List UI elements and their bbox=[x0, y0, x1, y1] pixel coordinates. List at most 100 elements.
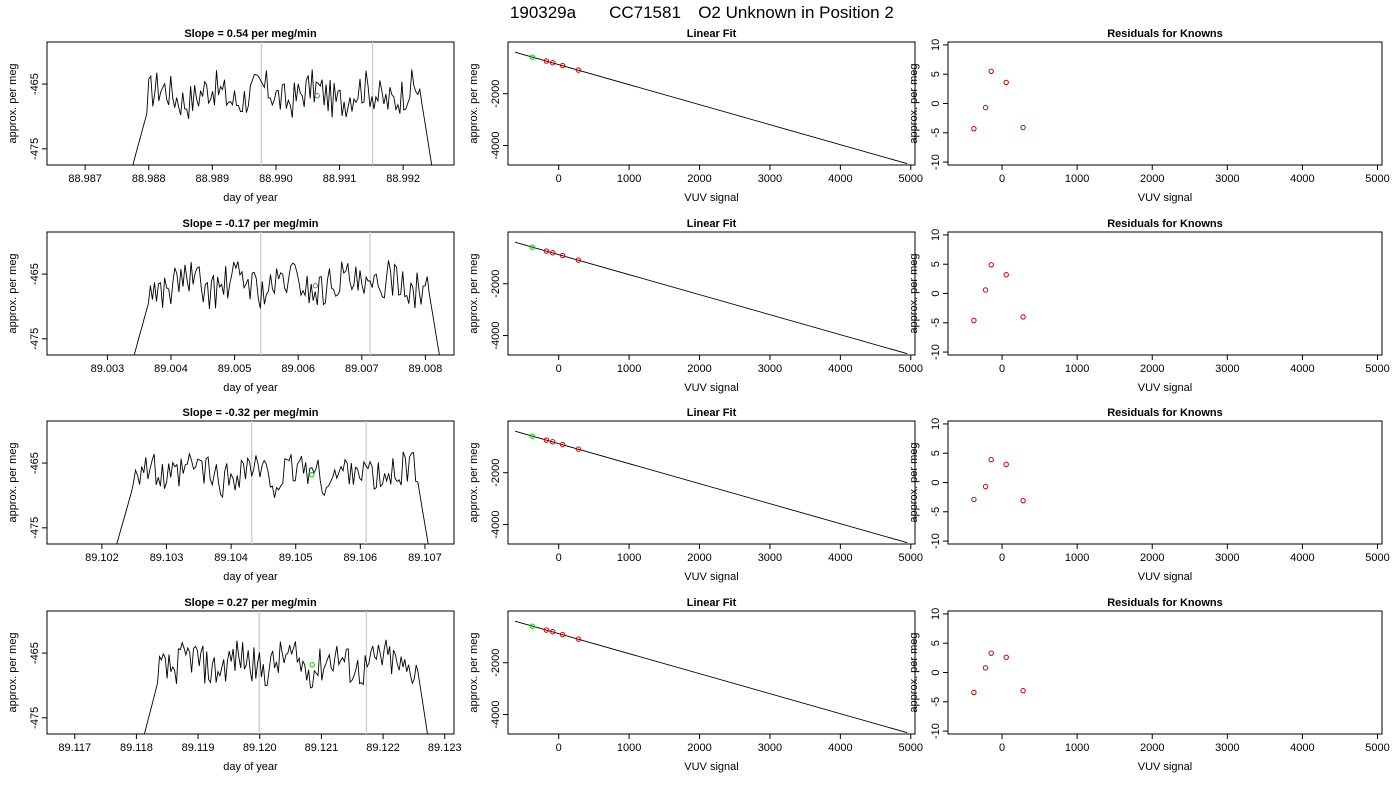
y-axis-label: approx. per meg bbox=[908, 63, 920, 143]
y-axis-label: approx. per meg bbox=[468, 63, 480, 143]
y-axis-label: approx. per meg bbox=[7, 253, 19, 333]
x-tick-label: 89.003 bbox=[91, 363, 125, 375]
time-series-panel: Slope = -0.32 per meg/min 89.102 89.103 89.… bbox=[7, 407, 455, 583]
known-point bbox=[550, 60, 556, 66]
residual-point bbox=[1003, 654, 1009, 660]
residual-point bbox=[1003, 461, 1009, 468]
x-tick-label: 88.990 bbox=[259, 173, 293, 185]
x-tick-label: 0 bbox=[556, 363, 562, 375]
panel-row-1: Slope = 0.54 per meg/min 88.987 88.988 88.9… bbox=[7, 28, 1390, 204]
known-point bbox=[559, 252, 566, 259]
residual-point bbox=[971, 125, 977, 132]
x-axis-label: VUV signal bbox=[1138, 761, 1192, 773]
panel-title: Linear Fit bbox=[687, 407, 737, 419]
x-tick-label: 0 bbox=[556, 552, 562, 564]
y-tick-label: -5 bbox=[930, 128, 942, 138]
x-tick-label: 1000 bbox=[1065, 552, 1089, 564]
y-tick-label: -2000 bbox=[490, 649, 502, 677]
x-tick-label: 2000 bbox=[1140, 363, 1164, 375]
linear-fit-panel: Linear Fit 0 1000 2000 3000 4000 5000 -2000 -400… bbox=[468, 28, 923, 204]
plot-frame bbox=[46, 41, 455, 166]
y-tick-label: -2000 bbox=[490, 459, 502, 487]
title-run-id: 190329a bbox=[510, 3, 577, 22]
residual-point bbox=[988, 68, 994, 74]
x-tick-label: 89.006 bbox=[281, 363, 315, 375]
panel-title: Linear Fit bbox=[687, 28, 737, 40]
x-tick-label: 5000 bbox=[1365, 742, 1389, 754]
unknown-point bbox=[529, 433, 535, 439]
x-tick-label: 1000 bbox=[617, 363, 641, 375]
y-tick-label: -465 bbox=[29, 73, 41, 95]
x-tick-label: 1000 bbox=[1065, 363, 1089, 375]
x-tick-label: 2000 bbox=[687, 552, 711, 564]
x-tick-label: 4000 bbox=[1290, 363, 1314, 375]
known-point bbox=[543, 248, 550, 254]
x-axis-label: VUV signal bbox=[1138, 192, 1192, 204]
x-axis-label: day of year bbox=[223, 571, 278, 583]
x-axis-label: VUV signal bbox=[684, 761, 738, 773]
y-tick-label: -10 bbox=[930, 154, 942, 170]
fit-line bbox=[514, 51, 908, 165]
panel-title: Linear Fit bbox=[687, 597, 737, 609]
residuals-panel: Residuals for Knowns 0 1000 2000 3000 4000 500… bbox=[908, 218, 1390, 394]
known-point bbox=[543, 437, 550, 443]
x-tick-label: 89.105 bbox=[279, 552, 313, 564]
title-cylinder-id: CC71581 bbox=[609, 3, 681, 22]
y-tick-label: -4000 bbox=[490, 321, 502, 349]
known-point bbox=[575, 636, 582, 642]
x-tick-label: 0 bbox=[556, 173, 562, 185]
x-tick-label: 1000 bbox=[1065, 742, 1089, 754]
x-tick-label: 4000 bbox=[1290, 742, 1314, 754]
y-axis-label: approx. per meg bbox=[7, 442, 19, 522]
residual-point bbox=[1020, 497, 1026, 504]
residual-point bbox=[971, 317, 977, 324]
x-tick-label: 0 bbox=[999, 173, 1005, 185]
plot-frame bbox=[947, 231, 1383, 356]
x-tick-label: 88.987 bbox=[68, 173, 102, 185]
x-tick-label: 2000 bbox=[1140, 742, 1164, 754]
linear-fit-panel: Linear Fit 0 1000 2000 3000 4000 5000 -2000 -400… bbox=[468, 218, 923, 394]
x-tick-label: 1000 bbox=[1065, 173, 1089, 185]
plot-frame bbox=[507, 231, 916, 356]
x-tick-label: 1000 bbox=[617, 742, 641, 754]
panel-row-4: Slope = 0.27 per meg/min 89.117 89.118 89.1… bbox=[7, 597, 1390, 773]
y-tick-label: -465 bbox=[29, 452, 41, 474]
known-point bbox=[550, 250, 556, 256]
known-point bbox=[575, 67, 582, 73]
time-series-panel: Slope = 0.27 per meg/min 89.117 89.118 89.1… bbox=[7, 597, 462, 773]
y-tick-label: -465 bbox=[29, 642, 41, 664]
x-axis-label: day of year bbox=[223, 761, 278, 773]
unknown-mean-marker bbox=[312, 283, 319, 289]
figure-title: 190329a CC71581 O2 Unknown in Position 2 bbox=[510, 3, 894, 22]
x-tick-label: 89.121 bbox=[305, 742, 339, 754]
x-tick-label: 89.117 bbox=[58, 742, 91, 754]
y-tick-label: -5 bbox=[930, 507, 942, 517]
panel-title: Slope = 0.54 per meg/min bbox=[184, 28, 317, 40]
unknown-point bbox=[529, 244, 535, 250]
x-tick-label: 2000 bbox=[687, 742, 711, 754]
x-tick-label: 89.118 bbox=[120, 742, 153, 754]
unknown-point bbox=[529, 54, 535, 60]
residual-point bbox=[988, 456, 994, 463]
y-tick-label: -4000 bbox=[490, 700, 502, 728]
residual-point bbox=[1003, 272, 1009, 278]
y-tick-label: 10 bbox=[930, 39, 942, 51]
x-tick-label: 5000 bbox=[899, 742, 923, 754]
x-tick-label: 4000 bbox=[828, 742, 852, 754]
unknown-mean-marker bbox=[309, 662, 315, 668]
x-tick-label: 88.991 bbox=[323, 173, 357, 185]
residual-point bbox=[988, 650, 994, 656]
x-tick-label: 0 bbox=[999, 552, 1005, 564]
x-tick-label: 89.008 bbox=[409, 363, 443, 375]
y-axis-label: approx. per meg bbox=[7, 632, 19, 712]
panel-grid: Slope = 0.54 per meg/min 88.987 88.988 88.9… bbox=[7, 28, 1390, 773]
plot-frame bbox=[46, 231, 455, 356]
plot-frame bbox=[947, 41, 1383, 166]
residual-point bbox=[1020, 124, 1026, 131]
residual-point bbox=[1020, 314, 1026, 320]
fit-line bbox=[514, 430, 908, 544]
unknown-point bbox=[529, 623, 535, 629]
y-tick-label: -5 bbox=[930, 318, 942, 328]
panel-title: Residuals for Knowns bbox=[1107, 28, 1223, 40]
